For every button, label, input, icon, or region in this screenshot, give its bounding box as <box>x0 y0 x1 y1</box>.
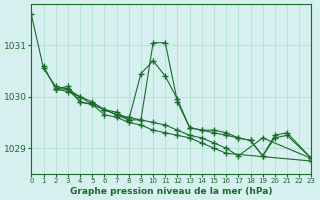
X-axis label: Graphe pression niveau de la mer (hPa): Graphe pression niveau de la mer (hPa) <box>70 187 273 196</box>
